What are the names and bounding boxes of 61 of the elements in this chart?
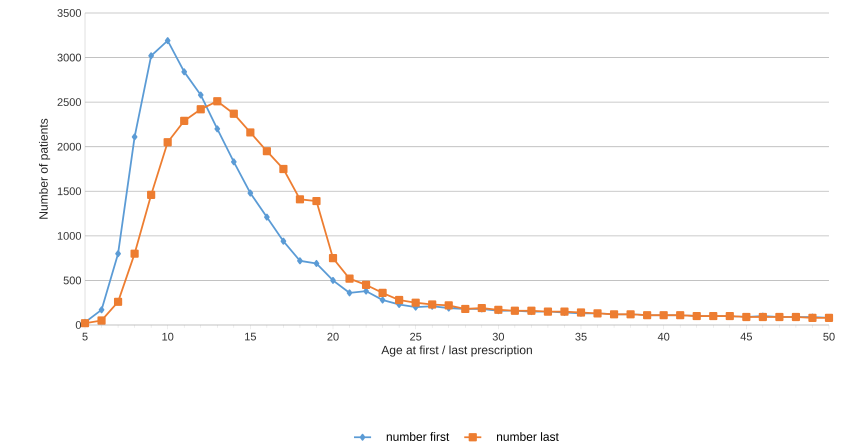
x-tick-label: 5 (82, 332, 88, 340)
x-tick-label: 40 (658, 332, 670, 341)
legend-label: number last (497, 432, 559, 441)
point (115, 250, 121, 258)
x-tick-label: 10 (162, 332, 174, 341)
x-tick-label: 45 (740, 332, 752, 340)
point (213, 97, 222, 106)
x-tick-label: 25 (410, 332, 422, 341)
point (214, 125, 220, 132)
point (132, 133, 138, 140)
point (114, 298, 122, 306)
x-tick-label: 50 (823, 332, 835, 341)
y-axis-title: Number of patients (38, 118, 50, 219)
x-tick-label: 30 (492, 332, 504, 341)
point (312, 196, 321, 206)
x-tick-label: 20 (327, 332, 339, 341)
point (296, 195, 304, 204)
point (262, 147, 271, 156)
point (198, 92, 204, 99)
point (279, 164, 288, 174)
point (380, 296, 386, 304)
point (395, 296, 404, 304)
y-tick-label: 1500 (58, 187, 82, 196)
point (164, 37, 171, 44)
point (345, 274, 354, 283)
y-tick-label: 3000 (57, 54, 82, 62)
point (346, 289, 352, 296)
point (181, 68, 188, 76)
point (264, 214, 270, 221)
point (148, 52, 154, 60)
point (328, 254, 338, 262)
point (444, 301, 453, 310)
point (230, 110, 238, 118)
point (280, 238, 286, 245)
x-tick-label: 15 (245, 332, 256, 340)
y-tick-label: 2500 (58, 98, 82, 106)
point (147, 190, 156, 199)
point (230, 158, 237, 166)
x-tick-label: 35 (575, 332, 587, 341)
point (330, 276, 336, 284)
y-tick-label: 3500 (57, 9, 82, 17)
y-tick-label: 2000 (58, 142, 82, 151)
point (412, 298, 420, 307)
point (378, 288, 387, 297)
point (297, 257, 303, 264)
point (314, 260, 320, 267)
point (246, 128, 254, 137)
y-tick-label: 0 (76, 321, 82, 329)
point (247, 190, 254, 197)
point (164, 138, 172, 146)
point (180, 116, 188, 125)
point (196, 105, 205, 114)
point (428, 300, 436, 309)
x-axis-title: Age at first / last prescription (381, 345, 532, 357)
point (130, 250, 139, 258)
y-tick-label: 1000 (58, 232, 82, 240)
y-tick-label: 500 (64, 276, 82, 284)
point (98, 306, 104, 314)
legend-label: number first (386, 432, 450, 441)
point (97, 316, 106, 325)
point (362, 280, 370, 289)
